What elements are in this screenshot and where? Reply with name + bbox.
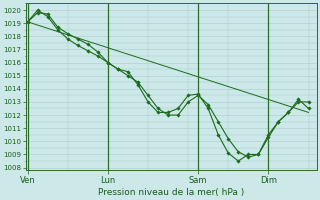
X-axis label: Pression niveau de la mer( hPa ): Pression niveau de la mer( hPa )	[98, 188, 244, 197]
